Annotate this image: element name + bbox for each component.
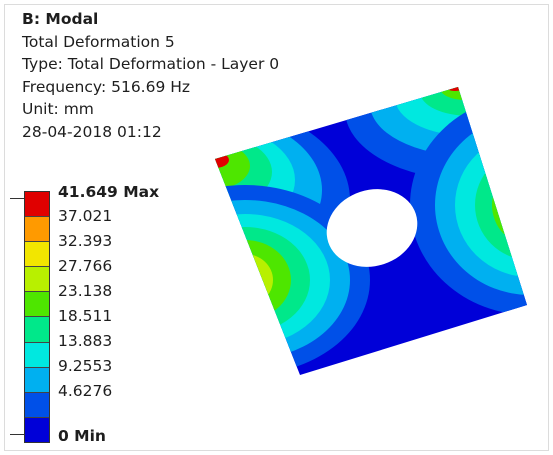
contour-band-green (215, 142, 250, 190)
legend-swatch (25, 392, 49, 418)
legend-label-min: 0 Min (58, 427, 106, 445)
contour-band-lime (217, 254, 273, 306)
legend-label: 37.021 (58, 207, 113, 225)
result-unit: Unit: mm (22, 100, 94, 118)
legend-swatch (25, 367, 49, 393)
result-name: Total Deformation 5 (22, 32, 175, 51)
result-frequency: Frequency: 516.69 Hz (22, 77, 191, 96)
legend-label: 9.2553 (58, 357, 113, 375)
contour-band-aqua-green (420, 87, 520, 116)
legend-max-tick (10, 198, 24, 199)
contour-band-green (215, 240, 291, 320)
contour-band-red (445, 87, 465, 91)
center-hole (326, 189, 418, 267)
legend-swatch (25, 342, 49, 368)
result-info: B: Modal Total Deformation 5 Type: Total… (22, 8, 279, 143)
legend-label-max: 41.649 Max (58, 183, 160, 201)
legend-label: 23.138 (58, 282, 113, 300)
color-legend-bar (24, 191, 50, 443)
legend-swatch (25, 292, 49, 318)
legend-min-tick (10, 434, 24, 435)
legend-swatch (25, 192, 49, 218)
contour-band-lime (506, 179, 527, 231)
legend-label: 27.766 (58, 257, 113, 275)
legend-label: 13.883 (58, 332, 113, 350)
legend-swatch (25, 317, 49, 343)
legend-label: 4.6276 (58, 382, 113, 400)
result-timestamp: 28-04-2018 01:12 (22, 122, 162, 141)
contour-band-red (215, 152, 229, 168)
viewport-frame (4, 4, 549, 451)
legend-label: 18.511 (58, 307, 113, 325)
result-type: Type: Total Deformation - Layer 0 (22, 55, 280, 73)
result-title: B: Modal (22, 10, 99, 28)
plate-contours (215, 87, 527, 375)
legend-swatch (25, 242, 49, 268)
contour-band-cyan (395, 87, 527, 136)
legend-swatch (25, 217, 49, 243)
contour-band-green (440, 87, 490, 100)
legend-label: 32.393 (58, 232, 113, 250)
legend-swatch (25, 267, 49, 293)
legend-swatch (25, 417, 49, 442)
